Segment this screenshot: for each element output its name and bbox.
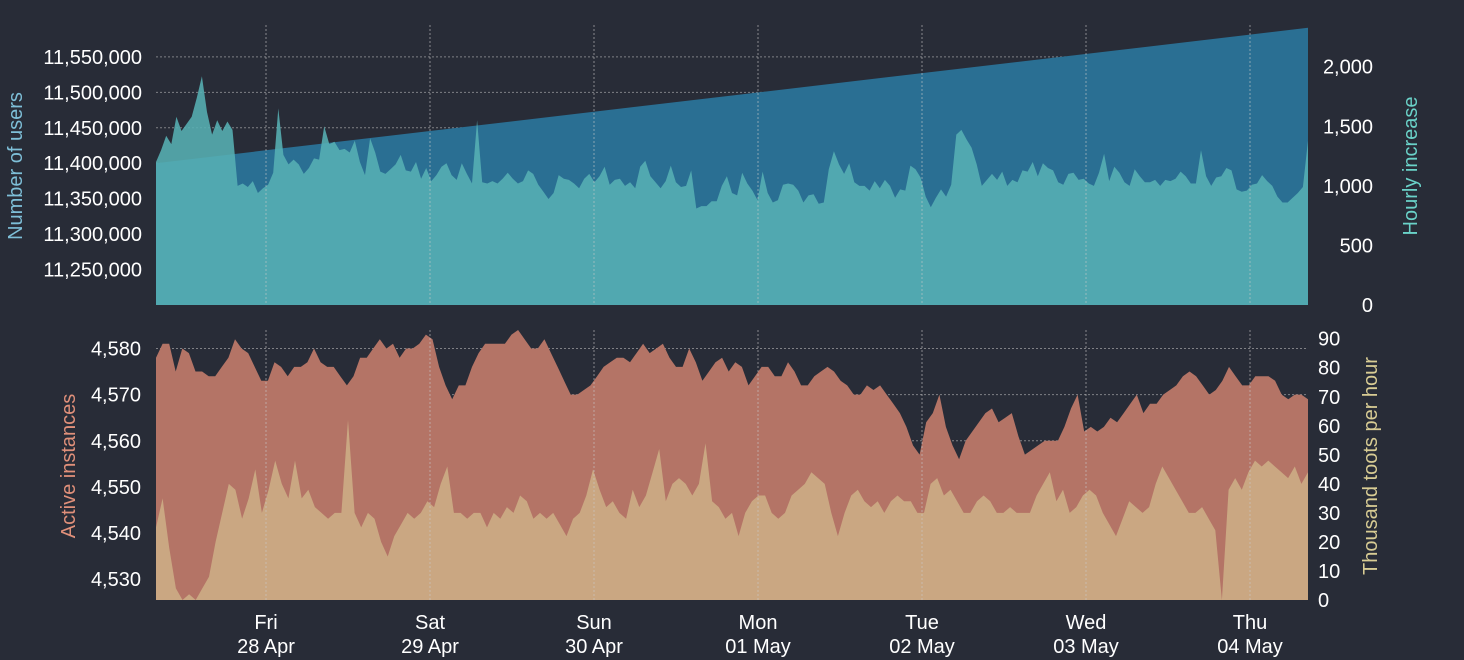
y2-tick-label: 1,500 xyxy=(1323,116,1373,138)
x-tick-weekday: Tue xyxy=(905,612,939,634)
x-tick-date: 29 Apr xyxy=(401,636,459,658)
y2-tick-label: 20 xyxy=(1318,532,1340,554)
y2-tick-label: 0 xyxy=(1318,590,1329,612)
hourly-increase-area xyxy=(156,76,1308,305)
users-chart: 11,250,000 11,300,000 11,350,000 11,400,000… xyxy=(5,25,1422,317)
y-tick-label: 11,450,000 xyxy=(43,118,142,140)
x-tick-date: 28 Apr xyxy=(237,636,295,658)
y-tick-label: 11,550,000 xyxy=(43,47,142,69)
y2-tick-label: 50 xyxy=(1318,445,1340,467)
y-tick-label: 4,530 xyxy=(91,569,141,591)
hourly-axis-label: Hourly increase xyxy=(1400,97,1422,236)
toots-axis-label: Thousand toots per hour xyxy=(1360,357,1382,575)
y2-tick-label: 30 xyxy=(1318,503,1340,525)
y2-tick-label: 70 xyxy=(1318,387,1340,409)
y-tick-label: 4,580 xyxy=(91,338,141,360)
y-tick-label: 11,300,000 xyxy=(43,224,142,246)
y2-tick-label: 40 xyxy=(1318,474,1340,496)
x-tick-date: 02 May xyxy=(889,636,955,658)
toots-axis-ticks: 0 10 20 30 40 50 60 70 80 90 xyxy=(1318,329,1340,612)
y-tick-label: 11,350,000 xyxy=(43,189,142,211)
instances-chart: 4,530 4,540 4,550 4,560 4,570 4,580 0 10 20 30 40… xyxy=(58,329,1382,612)
y-tick-label: 4,550 xyxy=(91,477,141,499)
x-tick-date: 30 Apr xyxy=(565,636,623,658)
y2-tick-label: 60 xyxy=(1318,416,1340,438)
y2-tick-label: 10 xyxy=(1318,561,1340,583)
y-tick-label: 11,500,000 xyxy=(43,82,142,104)
y-tick-label: 11,400,000 xyxy=(43,153,142,175)
x-tick-weekday: Sun xyxy=(576,612,612,634)
x-tick-date: 01 May xyxy=(725,636,791,658)
y-tick-label: 4,560 xyxy=(91,431,141,453)
x-tick-weekday: Thu xyxy=(1233,612,1267,634)
users-chart-vertical-grid xyxy=(265,25,1251,305)
y-tick-label: 11,250,000 xyxy=(43,260,142,282)
hourly-axis-ticks: 0 500 1,000 1,500 2,000 xyxy=(1323,57,1373,317)
y-tick-label: 4,540 xyxy=(91,523,141,545)
y2-tick-label: 80 xyxy=(1318,358,1340,380)
y-tick-label: 4,570 xyxy=(91,385,141,407)
y2-tick-label: 500 xyxy=(1340,235,1373,257)
x-tick-weekday: Wed xyxy=(1066,612,1107,634)
x-tick-weekday: Mon xyxy=(739,612,778,634)
y2-tick-label: 90 xyxy=(1318,329,1340,351)
users-axis-label: Number of users xyxy=(5,92,27,240)
y2-tick-label: 0 xyxy=(1362,295,1373,317)
instances-axis-ticks: 4,530 4,540 4,550 4,560 4,570 4,580 xyxy=(91,338,141,591)
x-tick-date: 04 May xyxy=(1217,636,1283,658)
instances-axis-label: Active instances xyxy=(58,394,80,539)
users-axis-ticks: 11,250,000 11,300,000 11,350,000 11,400,000… xyxy=(43,47,142,282)
toots-per-hour-area xyxy=(156,420,1308,600)
y2-tick-label: 1,000 xyxy=(1323,176,1373,198)
x-tick-date: 03 May xyxy=(1053,636,1119,658)
x-tick-weekday: Fri xyxy=(254,612,277,634)
instances-chart-vertical-grid xyxy=(265,330,1251,600)
y2-tick-label: 2,000 xyxy=(1323,57,1373,79)
x-tick-weekday: Sat xyxy=(415,612,445,634)
